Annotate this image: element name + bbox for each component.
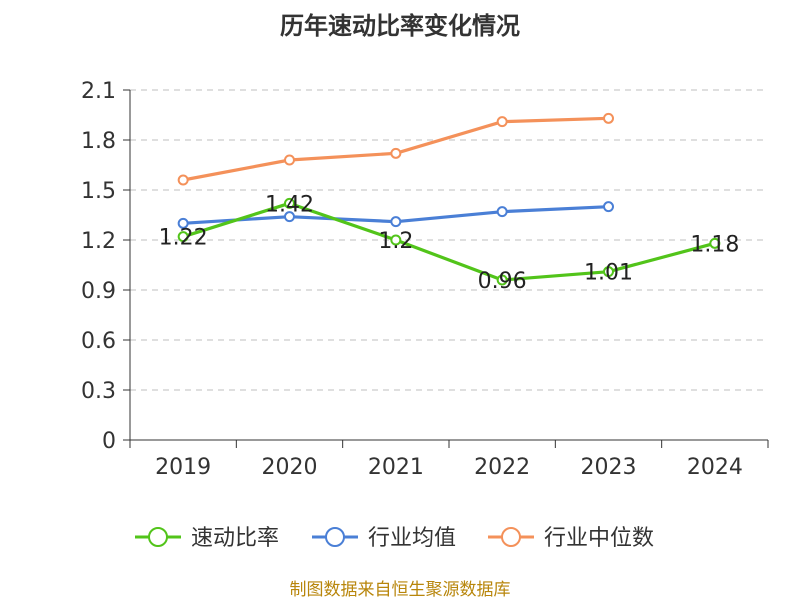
grid-lines [130,89,768,391]
series-group: 1.22 1.42 1.2 0.96 1.01 1.18 [159,112,740,294]
data-point[interactable] [603,266,614,278]
y-tick-label: 1.2 [81,229,116,254]
data-label: 1.18 [690,232,739,257]
y-tick-label: 0.6 [81,329,116,354]
chart-title: 历年速动比率变化情况 [280,12,520,40]
data-label: 0.96 [478,269,527,294]
series-1 [177,201,614,229]
legend-item-2[interactable]: 行业中位数 [488,526,654,551]
data-label: 1.42 [265,192,314,217]
legend-item-1[interactable]: 行业均值 [312,526,456,551]
x-tick-label: 2019 [155,455,211,480]
source-note: 制图数据来自恒生聚源数据库 [290,580,511,600]
data-point[interactable] [284,154,295,166]
data-label: 1.01 [584,261,633,286]
series-2 [177,112,614,186]
data-point[interactable] [390,216,402,228]
data-point[interactable] [603,112,614,124]
data-label: 1.2 [378,229,413,254]
series-line [182,201,716,282]
legend-swatch-marker [501,527,521,547]
data-point[interactable] [177,174,189,186]
y-tick-label: 0.9 [81,279,116,304]
x-tick-label: 2020 [262,455,318,480]
data-point[interactable] [709,237,721,249]
legend-swatch-marker [148,527,168,547]
data-point[interactable] [496,274,508,286]
data-point[interactable] [390,234,402,246]
y-tick-label: 1.5 [81,179,116,204]
data-point[interactable] [177,231,189,243]
y-tick-label: 2.1 [81,79,116,104]
legend-swatch-marker [325,527,345,547]
data-point[interactable] [177,217,189,229]
data-label: 1.22 [159,226,208,251]
data-point[interactable] [284,211,295,223]
data-point[interactable] [390,147,402,159]
x-tick-label: 2024 [687,455,743,480]
legend-label: 速动比率 [191,526,279,551]
data-point[interactable] [496,116,508,128]
series-0: 1.22 1.42 1.2 0.96 1.01 1.18 [159,192,740,294]
legend-label: 行业中位数 [544,526,654,551]
legend-label: 行业均值 [368,526,456,551]
x-tick-label: 2021 [368,455,424,480]
data-point[interactable] [284,197,295,209]
data-point[interactable] [496,206,508,218]
data-point[interactable] [603,201,614,213]
legend[interactable]: 速动比率 行业均值 行业中位数 [135,526,654,551]
y-tick-label: 0.3 [81,379,116,404]
axes: 0 0.3 0.6 0.9 1.2 1.5 1.8 2.1 2019 2020 2021 2022 20… [81,79,769,480]
x-tick-label: 2022 [474,455,530,480]
y-tick-label: 0 [102,429,116,454]
y-tick-label: 1.8 [81,129,116,154]
x-tick-label: 2023 [581,455,637,480]
legend-item-0[interactable]: 速动比率 [135,526,279,551]
